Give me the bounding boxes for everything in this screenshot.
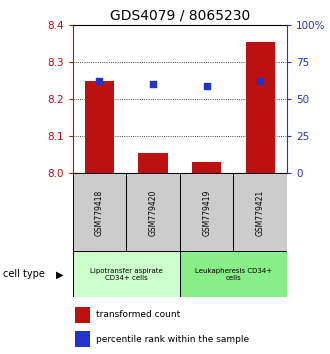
Bar: [73, 251, 180, 297]
Bar: [180, 251, 287, 297]
Point: [258, 78, 263, 83]
Text: GSM779421: GSM779421: [256, 189, 265, 235]
Text: Lipotransfer aspirate
CD34+ cells: Lipotransfer aspirate CD34+ cells: [90, 268, 163, 281]
Text: GSM779419: GSM779419: [202, 189, 211, 236]
Bar: [246, 41, 275, 173]
Text: GSM779420: GSM779420: [148, 189, 157, 236]
Text: cell type: cell type: [3, 269, 45, 279]
Text: transformed count: transformed count: [96, 310, 181, 319]
Point: [204, 84, 209, 89]
Text: percentile rank within the sample: percentile rank within the sample: [96, 335, 249, 344]
Bar: [180, 173, 234, 251]
Point: [97, 78, 102, 83]
Bar: [73, 173, 126, 251]
Point: [150, 81, 156, 87]
Bar: [126, 173, 180, 251]
Bar: [85, 81, 114, 173]
Bar: [75, 307, 90, 323]
Bar: [138, 153, 168, 173]
Text: Leukapheresis CD34+
cells: Leukapheresis CD34+ cells: [195, 268, 272, 281]
Bar: [234, 173, 287, 251]
Title: GDS4079 / 8065230: GDS4079 / 8065230: [110, 8, 250, 22]
Bar: [192, 162, 221, 173]
Bar: [75, 331, 90, 347]
Text: ▶: ▶: [56, 269, 63, 279]
Text: GSM779418: GSM779418: [95, 189, 104, 235]
